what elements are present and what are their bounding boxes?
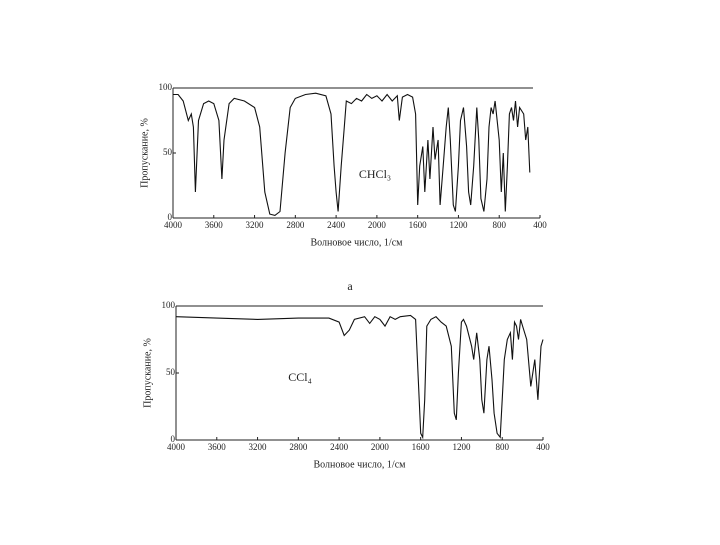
x-tick-label: 2400 [327, 220, 346, 230]
x-tick-label: 400 [536, 442, 550, 452]
y-tick-label: 100 [162, 300, 176, 310]
annotation: CHCl₃ [359, 167, 391, 181]
x-tick-label: 4000 [164, 220, 183, 230]
x-tick-label: 3600 [208, 442, 227, 452]
x-tick-label: 4000 [167, 442, 186, 452]
spectrum-line [173, 92, 531, 216]
y-tick-label: 50 [163, 147, 173, 157]
x-tick-label: 2000 [368, 220, 387, 230]
x-tick-label: 1200 [449, 220, 468, 230]
y-tick-label: 100 [159, 82, 173, 92]
y-tick-label: 0 [171, 434, 176, 444]
x-axis-label: Волновое число, 1/см [311, 237, 404, 248]
caption: а [347, 279, 353, 293]
x-axis-label: Волновое число, 1/см [314, 459, 407, 470]
x-tick-label: 1200 [452, 442, 471, 452]
x-tick-label: 1600 [409, 220, 428, 230]
annotation: CCl₄ [288, 370, 312, 384]
x-tick-label: 800 [492, 220, 506, 230]
x-tick-label: 3200 [246, 220, 265, 230]
y-tick-label: 50 [166, 367, 176, 377]
x-tick-label: 2400 [330, 442, 349, 452]
x-tick-label: 1600 [412, 442, 431, 452]
y-tick-label: 0 [168, 212, 173, 222]
x-tick-label: 400 [533, 220, 547, 230]
x-tick-label: 2800 [289, 442, 308, 452]
spectrum-line [175, 314, 544, 440]
y-axis-label: Пропускание, % [139, 118, 150, 188]
x-tick-label: 2800 [286, 220, 305, 230]
x-tick-label: 800 [495, 442, 509, 452]
x-tick-label: 3600 [205, 220, 224, 230]
x-tick-label: 2000 [371, 442, 390, 452]
y-axis-label: Пропускание, % [142, 338, 153, 408]
x-tick-label: 3200 [249, 442, 268, 452]
